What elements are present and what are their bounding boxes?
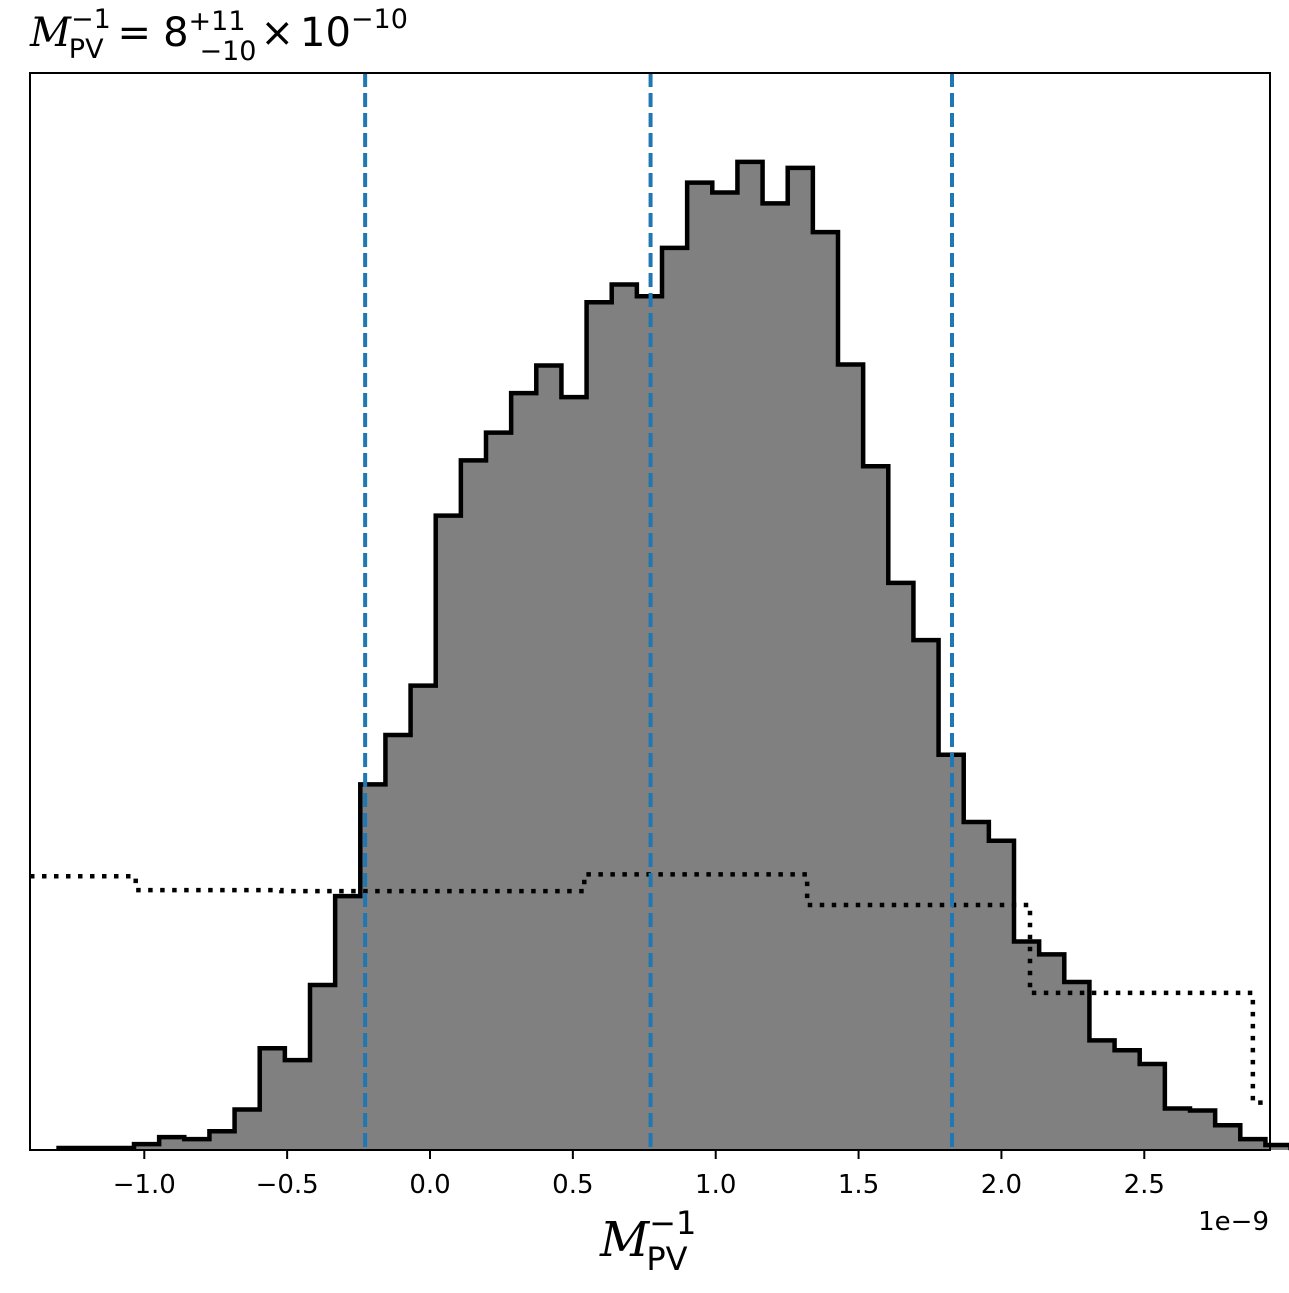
posterior-bar — [1039, 954, 1065, 1150]
posterior-outline — [56, 159, 1289, 1151]
x-tick-label: 0.0 — [409, 1170, 450, 1200]
x-tick-label: −1.0 — [113, 1170, 176, 1200]
posterior-bar — [259, 1048, 286, 1150]
posterior-bar — [1064, 982, 1091, 1150]
posterior-bar — [410, 685, 437, 1150]
posterior-bar — [1164, 1108, 1191, 1150]
posterior-bar — [963, 821, 990, 1150]
posterior-bar — [310, 984, 336, 1150]
posterior-bar — [561, 397, 588, 1150]
posterior-bar — [1114, 1050, 1141, 1150]
posterior-bar — [611, 284, 638, 1150]
posterior-bar — [134, 1144, 160, 1150]
title-value: 8 — [163, 10, 188, 56]
xlabel-sup: −1 — [649, 1204, 696, 1242]
title-exponent: −10 — [351, 4, 408, 35]
posterior-bar — [687, 182, 713, 1150]
x-tick-label: 1.5 — [838, 1170, 879, 1200]
x-tick-label: 0.5 — [552, 1170, 593, 1200]
x-tick-label: 2.0 — [981, 1170, 1022, 1200]
posterior-bar — [863, 466, 889, 1151]
title-err-minus: −10 — [200, 36, 257, 67]
x-offset-label: 1e−9 — [1198, 1207, 1269, 1237]
posterior-bar — [913, 640, 940, 1150]
title-err-plus: +11 — [189, 6, 246, 37]
prior-outline — [30, 872, 1270, 1105]
title-lhs-sup: −1 — [71, 4, 111, 35]
posterior-bar — [762, 203, 789, 1151]
title-times: × — [260, 10, 294, 56]
posterior-bar — [1089, 1040, 1116, 1150]
posterior-bar — [737, 161, 764, 1150]
posterior-bar — [787, 167, 814, 1150]
axes-frame — [29, 72, 1271, 1151]
posterior-bar — [536, 365, 563, 1150]
posterior-bar — [838, 364, 864, 1150]
posterior-bar — [1265, 1145, 1289, 1150]
posterior-bar — [234, 1109, 261, 1150]
x-tick-label: 2.5 — [1124, 1170, 1165, 1200]
xlabel-sub: PV — [646, 1240, 687, 1278]
posterior-bar — [712, 192, 739, 1150]
posterior-bar — [159, 1137, 185, 1150]
posterior-bar — [888, 582, 915, 1150]
chart-title: M−1 PV = 8+11 −10 × 10−10 — [29, 4, 408, 67]
x-tick-label: 1.0 — [695, 1170, 736, 1200]
posterior-bar — [284, 1060, 311, 1150]
posterior-bar — [1190, 1110, 1216, 1150]
posterior-bar — [486, 432, 512, 1151]
posterior-bar — [335, 896, 361, 1150]
title-lhs-sub: PV — [69, 34, 104, 65]
posterior-bar — [1139, 1064, 1166, 1150]
plot-area — [30, 73, 1289, 1151]
posterior-bar — [184, 1139, 211, 1150]
x-tick-label: −0.5 — [256, 1170, 319, 1200]
posterior-bar — [1240, 1139, 1267, 1150]
posterior-bar — [662, 247, 688, 1151]
posterior-bar — [460, 460, 487, 1150]
posterior-bar — [435, 515, 462, 1150]
posterior-bar — [209, 1131, 236, 1150]
posterior-bar — [1014, 941, 1040, 1150]
posterior-bar — [812, 232, 839, 1150]
title-lhs-base: M — [29, 10, 72, 56]
posterior-bar — [988, 840, 1015, 1150]
posterior-bar — [511, 393, 537, 1151]
x-axis-label: M−1 PV — [599, 1204, 696, 1278]
x-axis: −1.0 −0.5 0.0 0.5 1.0 1.5 2.0 2.5 — [113, 1150, 1165, 1200]
title-equals: = — [118, 10, 152, 56]
title-ten: 10 — [300, 10, 351, 56]
xlabel-base: M — [599, 1212, 651, 1268]
posterior-bar — [1215, 1125, 1241, 1150]
posterior-bar — [385, 735, 412, 1150]
posterior-bar — [586, 302, 613, 1150]
